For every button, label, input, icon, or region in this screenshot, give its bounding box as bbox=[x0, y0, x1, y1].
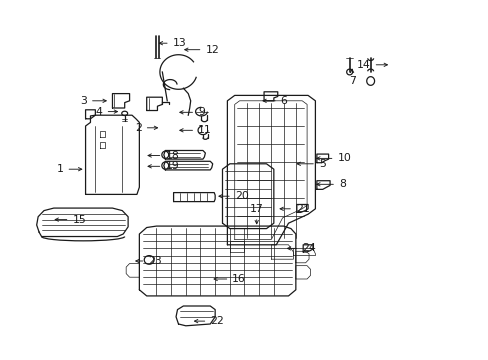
Text: 3: 3 bbox=[80, 96, 106, 106]
Text: 1: 1 bbox=[57, 164, 81, 174]
Text: 10: 10 bbox=[316, 153, 350, 163]
Text: 12: 12 bbox=[184, 45, 219, 55]
Text: 5: 5 bbox=[297, 159, 325, 169]
Text: 18: 18 bbox=[148, 150, 179, 161]
Text: 24: 24 bbox=[287, 243, 315, 253]
Text: 21: 21 bbox=[280, 204, 309, 214]
Text: 4: 4 bbox=[96, 107, 117, 117]
Text: 17: 17 bbox=[249, 204, 263, 224]
Text: 19: 19 bbox=[148, 161, 179, 171]
Text: 23: 23 bbox=[136, 256, 162, 266]
Text: 15: 15 bbox=[55, 215, 86, 225]
Text: 6: 6 bbox=[263, 96, 287, 106]
Text: 9: 9 bbox=[180, 107, 204, 117]
Text: 11: 11 bbox=[180, 125, 211, 135]
Text: 8: 8 bbox=[316, 179, 345, 189]
Text: 16: 16 bbox=[214, 274, 245, 284]
Text: 2: 2 bbox=[135, 123, 157, 133]
Text: 7: 7 bbox=[348, 69, 355, 86]
Text: 14: 14 bbox=[356, 60, 386, 70]
Text: 13: 13 bbox=[159, 38, 186, 48]
Text: 20: 20 bbox=[219, 191, 248, 201]
Text: 22: 22 bbox=[194, 316, 224, 326]
